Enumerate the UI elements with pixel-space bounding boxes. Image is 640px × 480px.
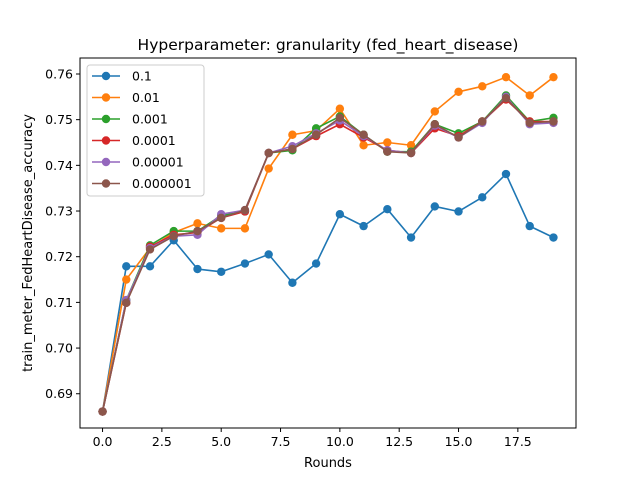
data-point bbox=[478, 193, 487, 202]
legend-marker bbox=[101, 93, 111, 102]
data-point bbox=[264, 148, 273, 158]
data-point bbox=[525, 91, 534, 100]
legend-marker bbox=[101, 114, 111, 124]
legend-label: 0.001 bbox=[132, 112, 168, 127]
data-point bbox=[169, 231, 178, 241]
y-tick-label: 0.70 bbox=[45, 341, 73, 356]
legend: 0.1 0.01 0.001 0.0001 0.00001 0.000001 bbox=[86, 64, 205, 197]
legend-label: 0.0001 bbox=[132, 133, 176, 148]
data-point bbox=[193, 219, 202, 228]
data-point bbox=[288, 278, 297, 287]
y-axis: 0.69 0.70 0.71 0.72 0.73 0.74 0.75 0.76 bbox=[45, 66, 80, 401]
x-tick-label: 2.5 bbox=[152, 434, 172, 449]
data-point bbox=[359, 130, 368, 139]
y-tick-label: 0.74 bbox=[45, 158, 73, 173]
y-tick-label: 0.71 bbox=[45, 295, 73, 310]
data-point bbox=[240, 259, 250, 268]
legend-item: 0.00001 bbox=[92, 155, 184, 170]
legend-item: 0.01 bbox=[92, 90, 160, 105]
y-tick-label: 0.76 bbox=[45, 66, 73, 81]
data-point bbox=[240, 205, 250, 215]
data-point bbox=[525, 118, 534, 128]
x-tick-label: 10.0 bbox=[326, 434, 354, 449]
data-point bbox=[240, 224, 250, 233]
legend-label: 0.00001 bbox=[132, 155, 184, 170]
data-point bbox=[501, 72, 511, 82]
legend-label: 0.1 bbox=[132, 69, 152, 84]
legend-marker bbox=[101, 179, 111, 188]
data-point bbox=[501, 93, 511, 103]
data-point bbox=[122, 275, 131, 284]
x-axis: 0.0 2.5 5.0 7.5 10.0 12.5 15.0 17.5 bbox=[93, 428, 532, 449]
data-point bbox=[335, 210, 345, 219]
legend-item: 0.000001 bbox=[92, 176, 192, 191]
data-point bbox=[217, 224, 226, 233]
plot-frame bbox=[79, 57, 577, 429]
data-point bbox=[430, 107, 439, 116]
x-tick-label: 5.0 bbox=[211, 434, 231, 449]
chart-title: Hyperparameter: granularity (fed_heart_d… bbox=[138, 36, 519, 55]
x-tick-label: 7.5 bbox=[271, 434, 291, 449]
data-point bbox=[406, 233, 416, 242]
series-line bbox=[101, 173, 554, 412]
x-axis-label: Rounds bbox=[304, 456, 352, 471]
data-point bbox=[217, 213, 226, 223]
data-point bbox=[359, 141, 368, 150]
data-point bbox=[122, 262, 131, 271]
data-point bbox=[525, 221, 534, 231]
data-point bbox=[501, 169, 511, 179]
data-point bbox=[311, 259, 321, 268]
data-point bbox=[454, 133, 463, 142]
data-point bbox=[454, 207, 463, 216]
data-point bbox=[430, 120, 439, 129]
data-point bbox=[549, 72, 558, 82]
x-tick-label: 15.0 bbox=[445, 434, 473, 449]
y-axis-label: train_meter_FedHeartDisease_accuracy bbox=[21, 114, 36, 372]
legend-item: 0.0001 bbox=[92, 133, 176, 148]
data-point bbox=[383, 147, 392, 156]
data-point bbox=[288, 144, 297, 154]
data-point bbox=[335, 104, 345, 113]
y-tick-label: 0.75 bbox=[45, 112, 73, 127]
x-tick-label: 0.0 bbox=[93, 434, 113, 449]
y-tick-label: 0.73 bbox=[45, 204, 73, 219]
data-point bbox=[549, 117, 558, 126]
y-tick-label: 0.69 bbox=[45, 386, 73, 401]
legend-marker bbox=[101, 136, 111, 145]
legend-label: 0.01 bbox=[132, 90, 160, 105]
legend-marker bbox=[101, 71, 111, 81]
y-tick-label: 0.72 bbox=[45, 249, 73, 264]
data-point bbox=[359, 221, 368, 231]
data-point bbox=[288, 130, 297, 139]
series-layer bbox=[98, 72, 558, 416]
legend-item: 0.1 bbox=[92, 69, 152, 84]
x-tick-label: 17.5 bbox=[504, 434, 532, 449]
data-point bbox=[454, 87, 463, 97]
series-5 bbox=[98, 93, 558, 416]
data-point bbox=[478, 82, 487, 91]
legend-label: 0.000001 bbox=[132, 176, 192, 191]
data-point bbox=[264, 250, 273, 259]
data-point bbox=[122, 298, 131, 308]
data-point bbox=[335, 113, 345, 123]
data-point bbox=[193, 264, 202, 274]
data-point bbox=[478, 117, 487, 126]
data-point bbox=[383, 204, 392, 214]
data-point bbox=[406, 141, 416, 150]
data-point bbox=[193, 226, 202, 236]
x-tick-label: 12.5 bbox=[385, 434, 413, 449]
data-point bbox=[98, 407, 107, 416]
data-point bbox=[264, 164, 273, 173]
data-point bbox=[311, 130, 321, 139]
data-point bbox=[383, 138, 392, 147]
data-point bbox=[549, 233, 558, 242]
legend-marker bbox=[101, 157, 111, 167]
data-point bbox=[145, 262, 155, 271]
data-point bbox=[406, 148, 416, 158]
legend-item: 0.001 bbox=[92, 112, 168, 127]
data-point bbox=[430, 202, 439, 211]
data-point bbox=[145, 245, 155, 254]
data-point bbox=[217, 267, 226, 276]
